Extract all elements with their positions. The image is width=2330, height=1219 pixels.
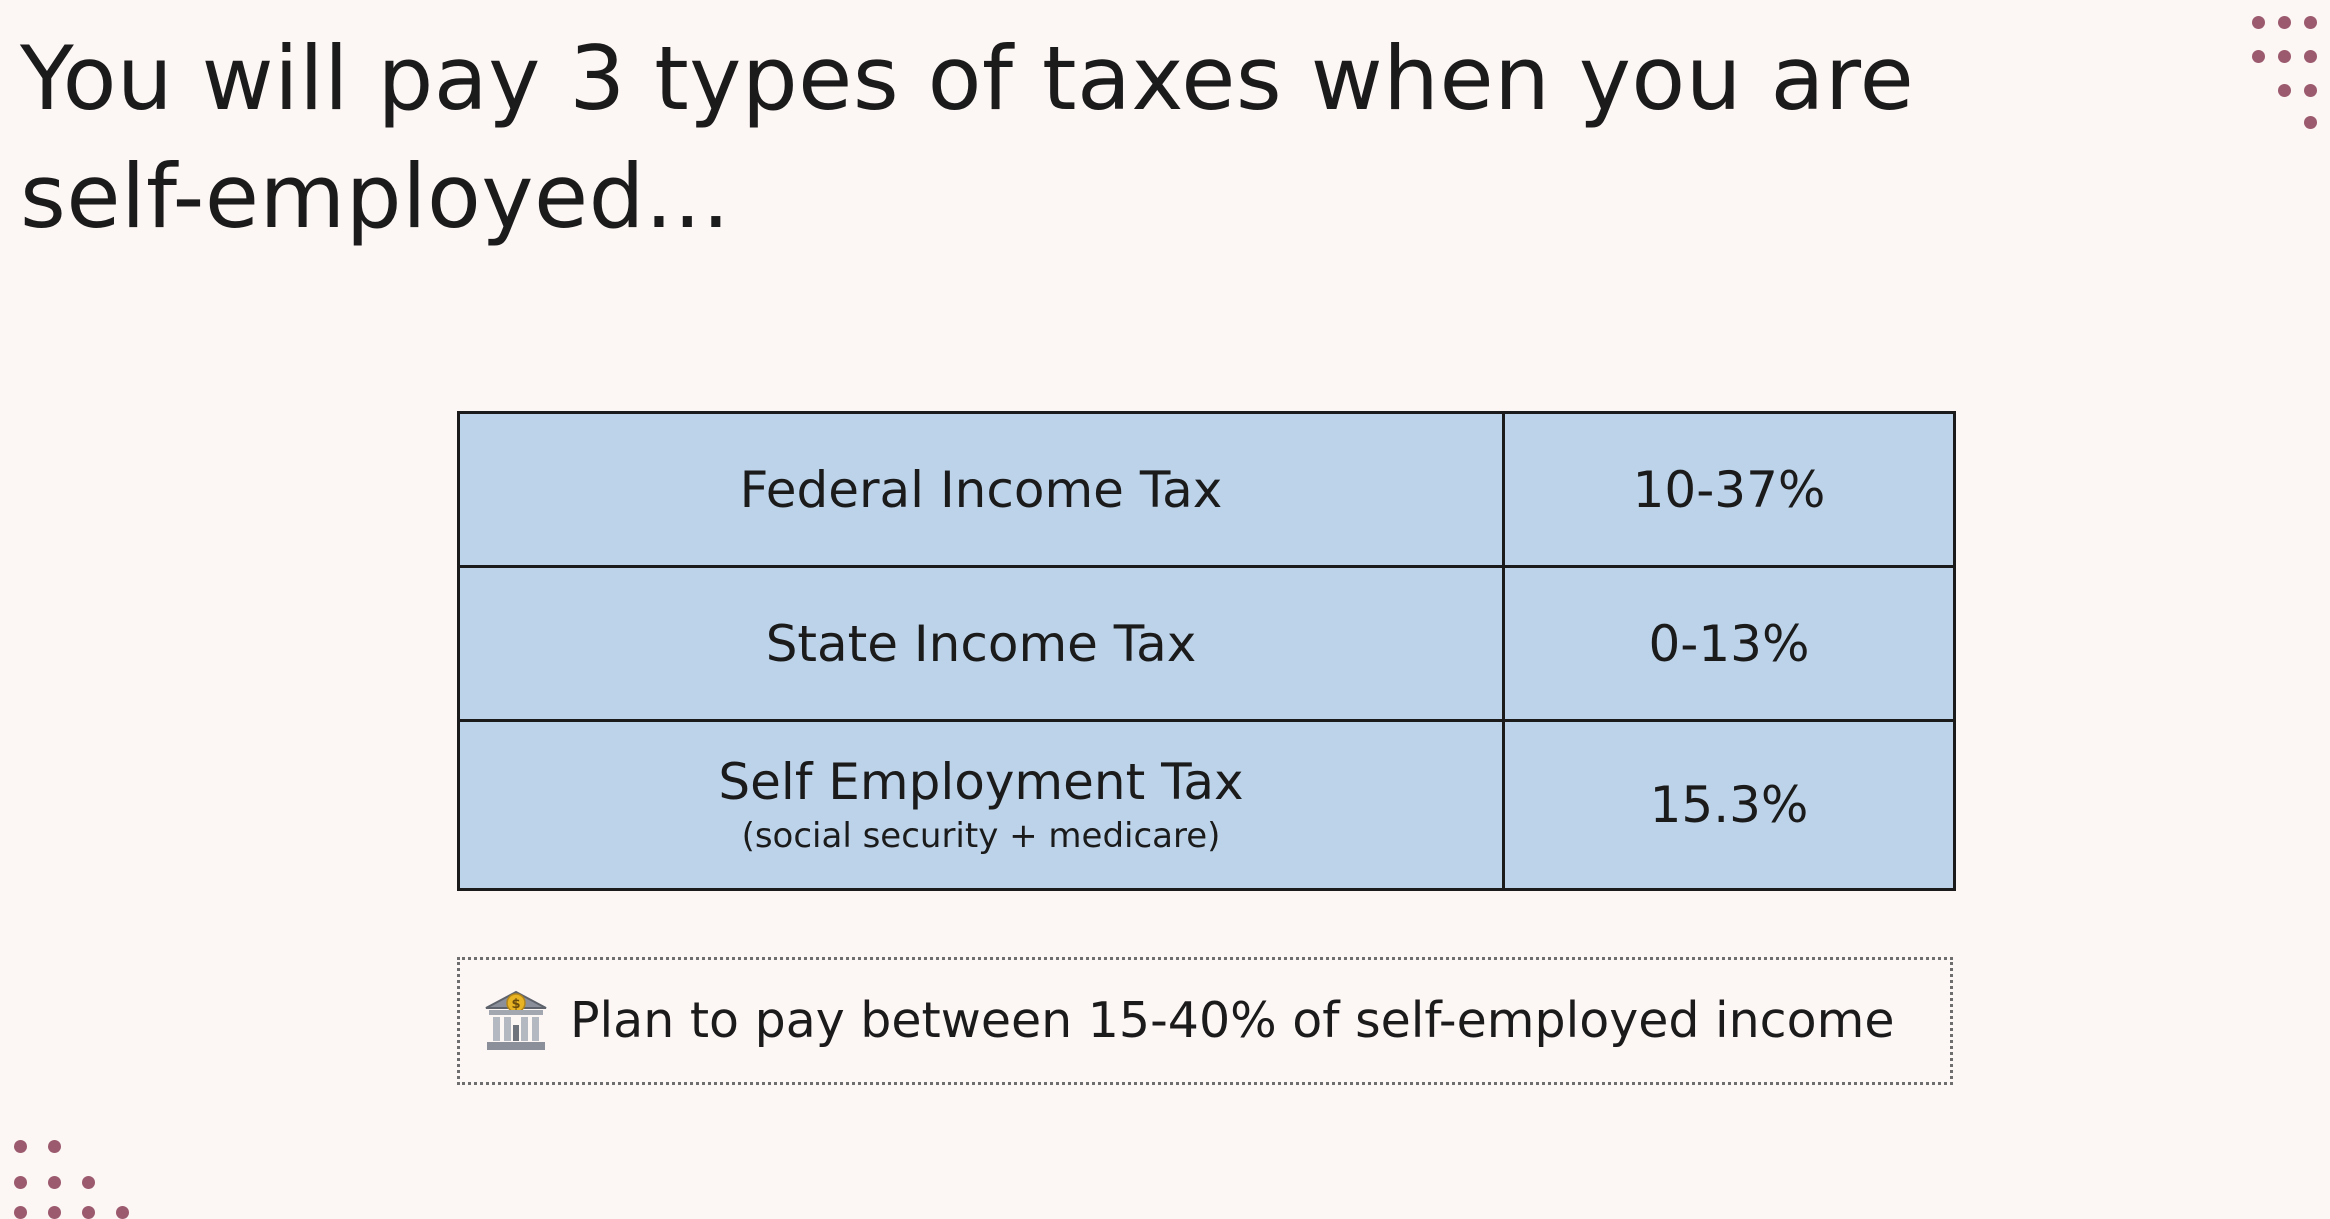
dot — [14, 1140, 27, 1153]
table-row: Self Employment Tax (social security + m… — [457, 719, 1956, 891]
dot — [116, 1206, 129, 1219]
tax-rate-cell: 10-37% — [1502, 411, 1956, 568]
tax-name: Self Employment Tax — [718, 753, 1244, 811]
tax-name-cell: State Income Tax — [457, 565, 1505, 722]
dot — [48, 1140, 61, 1153]
dot — [14, 1206, 27, 1219]
decorative-dots-bottom-left — [0, 1130, 150, 1219]
dot — [2278, 16, 2291, 29]
table-row: Federal Income Tax 10-37% — [457, 411, 1956, 568]
table-row: State Income Tax 0-13% — [457, 565, 1956, 722]
dot — [2304, 116, 2317, 129]
tax-subtitle: (social security + medicare) — [741, 816, 1221, 856]
dot — [2304, 50, 2317, 63]
note-callout: $ Plan to pay between 15-40% of self-emp… — [457, 957, 1953, 1085]
dot — [48, 1206, 61, 1219]
dot — [2278, 50, 2291, 63]
dot — [2304, 84, 2317, 97]
dot — [82, 1176, 95, 1189]
tax-name: State Income Tax — [765, 614, 1197, 673]
tax-rate-cell: 0-13% — [1502, 565, 1956, 722]
tax-rate-cell: 15.3% — [1502, 719, 1956, 891]
tax-rate: 15.3% — [1649, 776, 1809, 834]
tax-rate: 0-13% — [1648, 614, 1810, 673]
tax-name-cell: Federal Income Tax — [457, 411, 1505, 568]
bank-icon: $ — [484, 990, 548, 1052]
dot — [2278, 84, 2291, 97]
tax-name: Federal Income Tax — [739, 460, 1223, 519]
tax-name-cell: Self Employment Tax (social security + m… — [457, 719, 1505, 891]
svg-text:$: $ — [511, 997, 520, 1012]
dot — [14, 1176, 27, 1189]
decorative-dots-top-right — [2240, 10, 2330, 130]
dot — [2252, 50, 2265, 63]
slide-title: You will pay 3 types of taxes when you a… — [20, 27, 1915, 248]
dot — [48, 1176, 61, 1189]
tax-table: Federal Income Tax 10-37% State Income T… — [457, 411, 1956, 891]
note-text: Plan to pay between 15-40% of self-emplo… — [570, 992, 1895, 1049]
dot — [2252, 16, 2265, 29]
tax-rate: 10-37% — [1632, 460, 1826, 519]
dot — [2304, 16, 2317, 29]
dot — [82, 1206, 95, 1219]
